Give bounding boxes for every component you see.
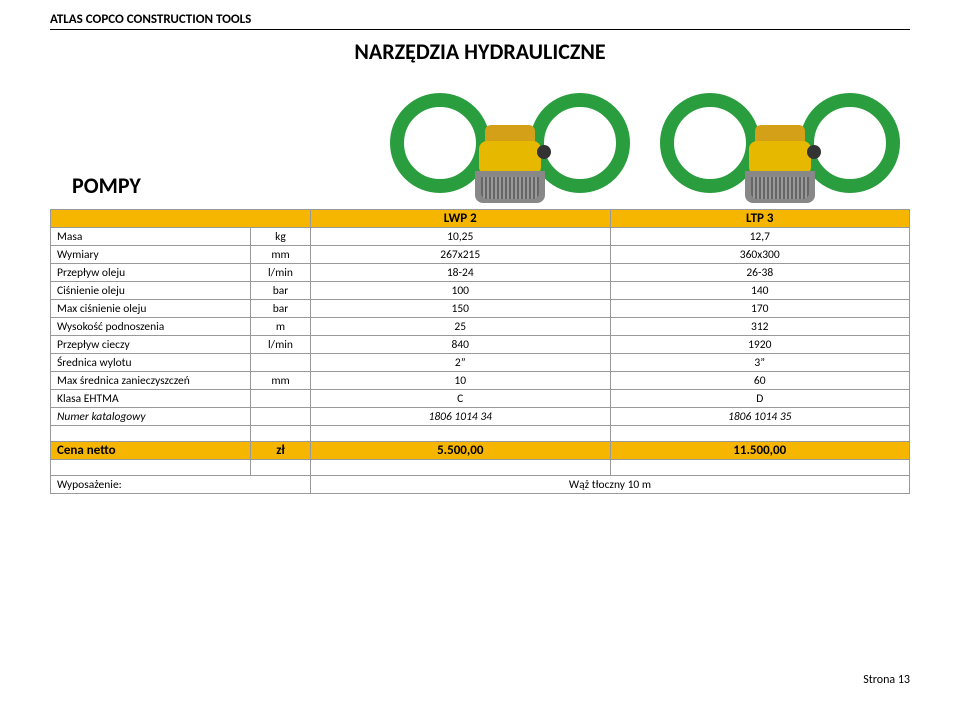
hose-icon xyxy=(800,93,900,193)
page-number: Strona 13 xyxy=(863,673,910,687)
row-unit: kg xyxy=(251,228,311,246)
pump-icon xyxy=(745,125,815,203)
row-value: 60 xyxy=(610,372,910,390)
row-value: C xyxy=(311,390,611,408)
table-spacer-row xyxy=(51,460,910,476)
table-row: Wysokość podnoszenia m 25 312 xyxy=(51,318,910,336)
row-unit: l/min xyxy=(251,264,311,282)
row-value: 140 xyxy=(610,282,910,300)
price-row: Cena netto zł 5.500,00 11.500,00 xyxy=(51,442,910,460)
row-label: Max ciśnienie oleju xyxy=(51,300,251,318)
table-header-row: LWP 2 LTP 3 xyxy=(51,210,910,228)
hose-icon xyxy=(530,93,630,193)
row-label: Ciśnienie oleju xyxy=(51,282,251,300)
row-unit: mm xyxy=(251,372,311,390)
row-label: Max średnica zanieczyszczeń xyxy=(51,372,251,390)
row-value: 12,7 xyxy=(610,228,910,246)
row-value: 840 xyxy=(311,336,611,354)
table-row: Max ciśnienie oleju bar 150 170 xyxy=(51,300,910,318)
row-unit: m xyxy=(251,318,311,336)
row-value: 1806 1014 35 xyxy=(610,408,910,426)
pump-icon xyxy=(475,125,545,203)
row-value: 18-24 xyxy=(311,264,611,282)
company-header: ATLAS COPCO CONSTRUCTION TOOLS xyxy=(50,12,910,30)
row-label: Przepływ oleju xyxy=(51,264,251,282)
product-image-ltp3 xyxy=(660,83,900,203)
row-label: Średnica wylotu xyxy=(51,354,251,372)
section-title-pompy: POMPY xyxy=(50,172,141,203)
header-blank xyxy=(51,210,311,228)
equipment-label: Wyposażenie: xyxy=(51,476,311,494)
specifications-table: LWP 2 LTP 3 Masa kg 10,25 12,7 Wymiary m… xyxy=(50,209,910,494)
price-label: Cena netto xyxy=(51,442,251,460)
row-unit: bar xyxy=(251,300,311,318)
row-unit: mm xyxy=(251,246,311,264)
table-row: Ciśnienie oleju bar 100 140 xyxy=(51,282,910,300)
row-value: 26-38 xyxy=(610,264,910,282)
model-header-1: LWP 2 xyxy=(311,210,611,228)
row-unit: bar xyxy=(251,282,311,300)
row-value: 170 xyxy=(610,300,910,318)
row-unit xyxy=(251,390,311,408)
table-row: Max średnica zanieczyszczeń mm 10 60 xyxy=(51,372,910,390)
table-row: Wymiary mm 267x215 360x300 xyxy=(51,246,910,264)
table-row: Średnica wylotu 2” 3” xyxy=(51,354,910,372)
table-row: Przepływ oleju l/min 18-24 26-38 xyxy=(51,264,910,282)
row-unit xyxy=(251,408,311,426)
table-row: Klasa EHTMA C D xyxy=(51,390,910,408)
price-value: 11.500,00 xyxy=(610,442,910,460)
row-value: 10 xyxy=(311,372,611,390)
table-row: Masa kg 10,25 12,7 xyxy=(51,228,910,246)
row-value: 10,25 xyxy=(311,228,611,246)
table-row-catalog-number: Numer katalogowy 1806 1014 34 1806 1014 … xyxy=(51,408,910,426)
row-unit: l/min xyxy=(251,336,311,354)
row-value: 1920 xyxy=(610,336,910,354)
row-label: Wysokość podnoszenia xyxy=(51,318,251,336)
row-label: Przepływ cieczy xyxy=(51,336,251,354)
row-value: 2” xyxy=(311,354,611,372)
row-value: D xyxy=(610,390,910,408)
row-label: Masa xyxy=(51,228,251,246)
row-value: 267x215 xyxy=(311,246,611,264)
equipment-row: Wyposażenie: Wąż tłoczny 10 m xyxy=(51,476,910,494)
row-unit xyxy=(251,354,311,372)
row-label: Klasa EHTMA xyxy=(51,390,251,408)
row-label: Numer katalogowy xyxy=(51,408,251,426)
page-title: NARZĘDZIA HYDRAULICZNE xyxy=(50,38,910,65)
product-images xyxy=(390,83,910,203)
price-value: 5.500,00 xyxy=(311,442,611,460)
row-value: 100 xyxy=(311,282,611,300)
row-value: 25 xyxy=(311,318,611,336)
row-value: 150 xyxy=(311,300,611,318)
model-header-2: LTP 3 xyxy=(610,210,910,228)
row-value: 1806 1014 34 xyxy=(311,408,611,426)
equipment-value: Wąż tłoczny 10 m xyxy=(311,476,910,494)
table-spacer-row xyxy=(51,426,910,442)
row-label: Wymiary xyxy=(51,246,251,264)
price-unit: zł xyxy=(251,442,311,460)
row-value: 360x300 xyxy=(610,246,910,264)
table-row: Przepływ cieczy l/min 840 1920 xyxy=(51,336,910,354)
product-image-lwp2 xyxy=(390,83,630,203)
row-value: 312 xyxy=(610,318,910,336)
row-value: 3” xyxy=(610,354,910,372)
